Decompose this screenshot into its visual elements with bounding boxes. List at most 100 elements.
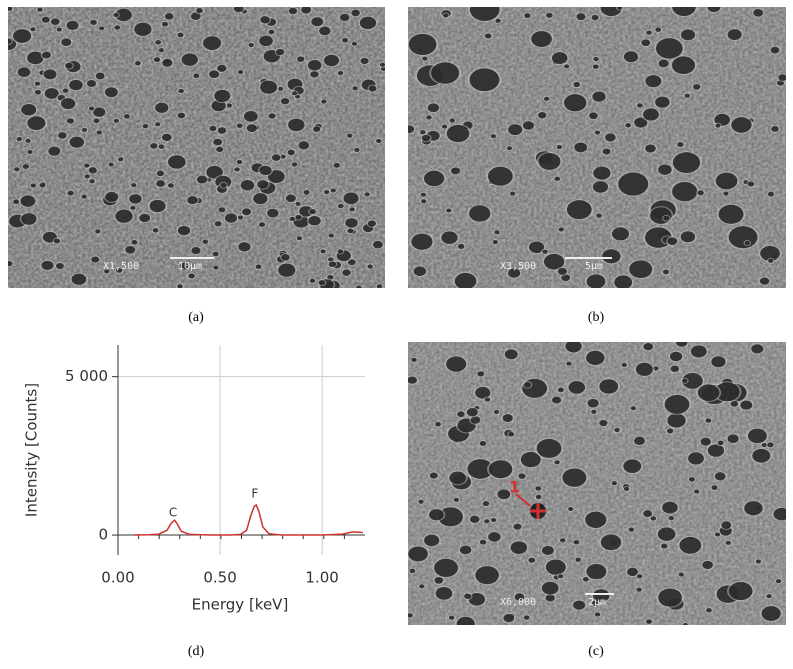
pore (751, 344, 764, 354)
pore (767, 442, 774, 448)
pore (771, 126, 779, 132)
pore (546, 12, 553, 18)
pore (267, 170, 285, 183)
pore (623, 459, 642, 474)
pore (291, 162, 298, 167)
pore (260, 16, 270, 24)
pore (469, 515, 480, 523)
pore (490, 518, 497, 523)
pore (600, 534, 622, 551)
pore (467, 459, 494, 479)
pore (558, 227, 564, 232)
pore (488, 460, 513, 479)
pore (562, 468, 587, 487)
pore (664, 394, 690, 414)
pore (191, 246, 201, 255)
pore (446, 124, 470, 143)
pore (113, 118, 120, 123)
pore (543, 96, 550, 101)
sem-image-c: X6,000 2μm 1 (408, 342, 786, 625)
pore (14, 167, 20, 172)
pore (81, 194, 87, 199)
pore (479, 539, 487, 545)
pore (503, 613, 515, 623)
pore (158, 48, 164, 53)
pore (593, 589, 610, 602)
pore (457, 243, 465, 249)
pore (218, 207, 226, 213)
pore (287, 149, 295, 156)
pore (524, 13, 531, 19)
pore (238, 242, 251, 252)
pore (217, 127, 227, 134)
pore (760, 245, 780, 261)
pore (123, 114, 130, 119)
pore (634, 117, 648, 128)
pore (243, 111, 258, 122)
pore (711, 485, 718, 490)
pore (443, 13, 449, 18)
pore (564, 64, 570, 69)
pore (105, 191, 119, 202)
pore (413, 266, 427, 277)
pore (723, 191, 729, 196)
pore (668, 516, 674, 521)
pore (150, 143, 158, 149)
y-tick-label: 0 (98, 526, 108, 544)
pore (477, 371, 485, 377)
pore (645, 144, 656, 153)
pore (376, 138, 382, 143)
pore (646, 30, 652, 35)
panel-label: (b) (588, 310, 605, 325)
pore (596, 213, 602, 218)
pore (209, 70, 220, 79)
pore (113, 12, 119, 17)
pore (187, 196, 198, 205)
magnification: X3,500 (500, 261, 536, 272)
pore (95, 72, 105, 80)
pore (630, 406, 637, 411)
pore (319, 26, 331, 36)
pore (309, 209, 316, 215)
pore (104, 87, 118, 98)
pore (435, 586, 453, 600)
pore (268, 113, 276, 119)
pore (268, 29, 275, 35)
pore (693, 489, 700, 494)
pore (744, 501, 763, 516)
pore (773, 507, 786, 521)
pore (295, 214, 302, 220)
pore (715, 123, 721, 128)
pore (155, 102, 169, 113)
pore (513, 523, 522, 530)
pore (67, 190, 74, 196)
pore (635, 362, 653, 376)
pore (114, 25, 121, 30)
pore (16, 136, 22, 142)
pore (115, 8, 132, 22)
pore (131, 239, 138, 245)
pore (554, 460, 560, 465)
pore (139, 213, 151, 223)
pore (587, 398, 599, 408)
pore (21, 213, 37, 225)
pore (337, 249, 344, 254)
pore (495, 18, 501, 23)
pore (680, 29, 696, 41)
pore (740, 400, 753, 410)
pore (224, 213, 238, 223)
pore (611, 481, 617, 486)
pore (156, 180, 165, 187)
pore (551, 52, 568, 65)
pore (468, 593, 486, 606)
pore (680, 231, 696, 243)
pore (554, 176, 561, 181)
pore (41, 16, 50, 23)
pore (202, 239, 209, 244)
pore (96, 130, 102, 135)
pore (446, 208, 452, 213)
pore (226, 103, 232, 108)
pore (650, 516, 657, 521)
pore (213, 138, 223, 146)
pore (408, 33, 437, 56)
